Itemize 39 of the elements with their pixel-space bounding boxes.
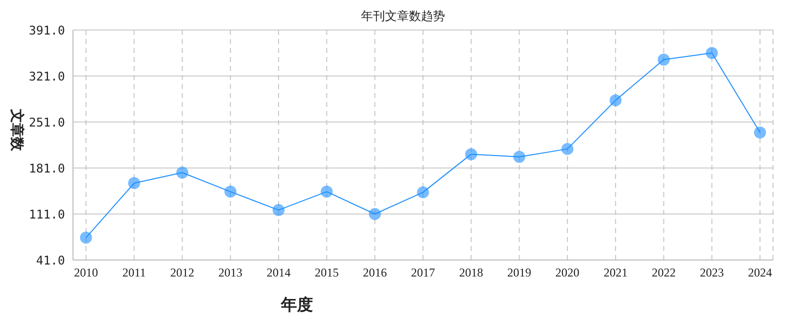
point — [754, 126, 766, 139]
point — [368, 208, 381, 220]
y-tick-label: 391.0 — [28, 23, 65, 38]
x-tick-label: 2016 — [362, 266, 387, 280]
point — [513, 150, 526, 163]
x-tick-label: 2022 — [652, 266, 676, 280]
point — [224, 186, 236, 198]
x-tick-label: 2017 — [411, 266, 435, 280]
point — [417, 186, 429, 198]
y-tick-label: 111.0 — [28, 207, 65, 222]
y-tick-label: 321.0 — [28, 69, 65, 84]
point — [80, 232, 92, 244]
y-tick-label: 251.0 — [28, 115, 65, 130]
x-tick-label: 2013 — [218, 266, 242, 280]
x-tick-label: 2011 — [122, 266, 146, 280]
point — [465, 148, 478, 160]
point — [610, 94, 622, 106]
x-tick-label: 2012 — [170, 266, 194, 280]
y-tick-label: 41.0 — [36, 253, 65, 268]
point — [176, 166, 188, 179]
y-axis-title: 文章数 — [8, 108, 26, 152]
point — [658, 54, 670, 66]
x-tick-label: 2020 — [555, 266, 580, 280]
point — [561, 142, 574, 155]
x-tick-label: 2014 — [266, 266, 291, 280]
chart-title: 年刊文章数趋势 — [360, 8, 446, 24]
x-axis-title: 年度 — [280, 295, 313, 314]
point — [272, 204, 285, 216]
x-tick-label: 2015 — [314, 266, 339, 280]
x-tick-label: 2019 — [507, 266, 532, 280]
y-tick-label: 181.0 — [28, 161, 65, 176]
point — [320, 186, 333, 198]
point — [706, 47, 718, 59]
x-tick-label: 2023 — [700, 266, 724, 280]
x-tick-label: 2010 — [74, 266, 98, 280]
x-tick-label: 2024 — [748, 266, 772, 280]
x-tick-label: 2018 — [459, 266, 484, 280]
point — [128, 177, 140, 190]
x-tick-label: 2021 — [604, 266, 628, 280]
